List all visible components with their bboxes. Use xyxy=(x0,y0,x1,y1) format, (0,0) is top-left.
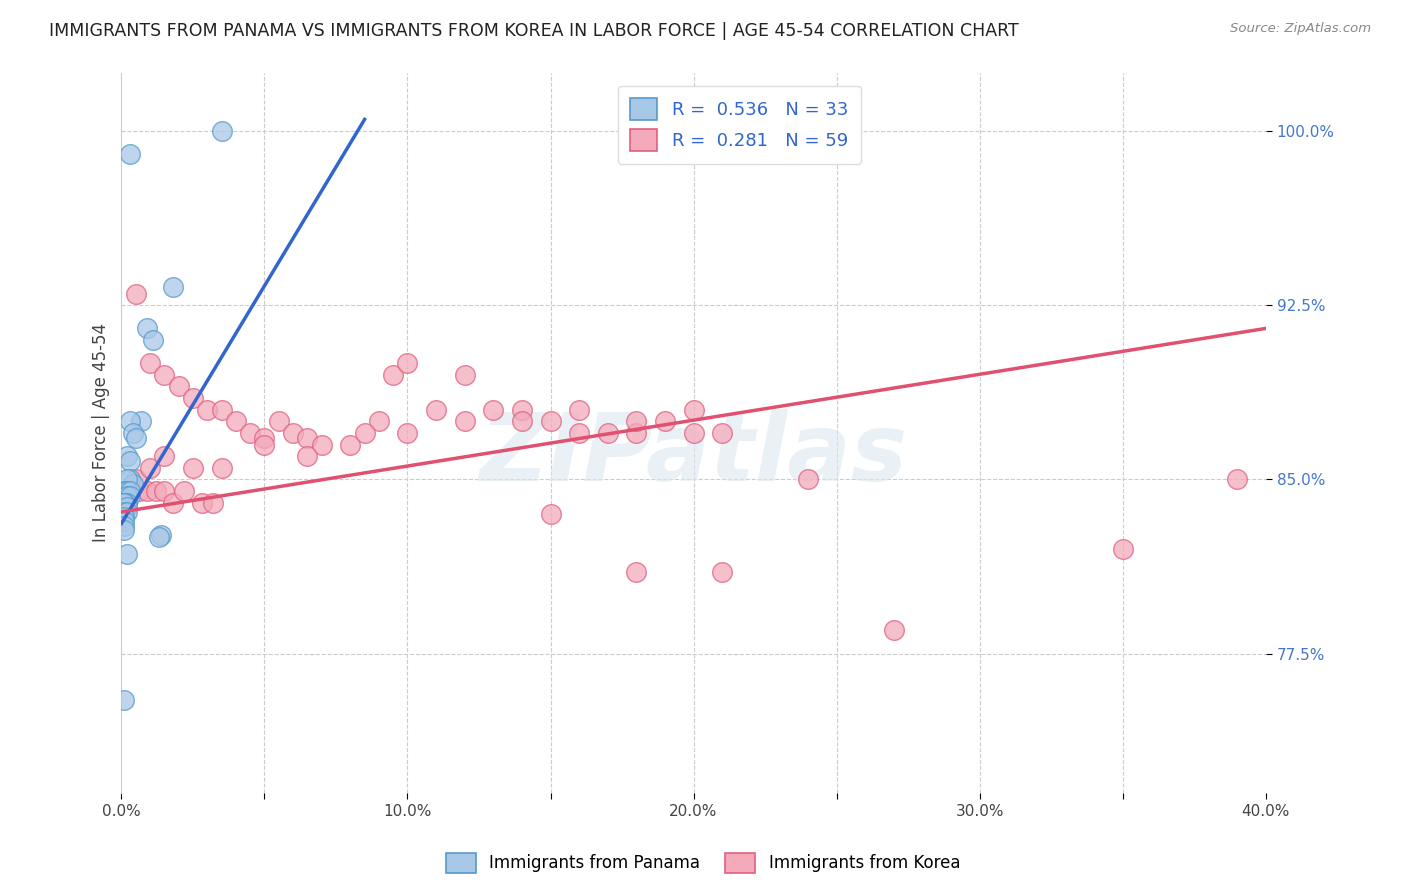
Point xyxy=(153,449,176,463)
Point xyxy=(253,437,276,451)
Point xyxy=(118,489,141,503)
Point xyxy=(115,505,138,519)
Point xyxy=(454,368,477,382)
Point xyxy=(112,524,135,538)
Point xyxy=(115,472,138,486)
Point xyxy=(150,528,173,542)
Point xyxy=(297,449,319,463)
Point xyxy=(211,402,233,417)
Point xyxy=(1226,472,1249,486)
Point xyxy=(115,495,138,509)
Point xyxy=(1111,542,1133,557)
Point xyxy=(167,379,190,393)
Point xyxy=(112,505,135,519)
Point xyxy=(297,431,319,445)
Point xyxy=(883,624,905,638)
Point xyxy=(797,472,820,486)
Point xyxy=(112,495,135,509)
Text: ZIPatlas: ZIPatlas xyxy=(479,409,908,500)
Point xyxy=(112,514,135,528)
Point xyxy=(181,391,204,405)
Point xyxy=(682,425,704,440)
Point xyxy=(339,437,361,451)
Y-axis label: In Labor Force | Age 45-54: In Labor Force | Age 45-54 xyxy=(93,324,110,542)
Text: Source: ZipAtlas.com: Source: ZipAtlas.com xyxy=(1230,22,1371,36)
Point xyxy=(118,472,141,486)
Point xyxy=(239,425,262,440)
Point xyxy=(131,414,153,428)
Point xyxy=(122,425,145,440)
Point xyxy=(396,356,419,370)
Point xyxy=(190,495,212,509)
Point xyxy=(139,356,162,370)
Point xyxy=(173,483,195,498)
Point xyxy=(153,483,176,498)
Point xyxy=(654,414,676,428)
Point xyxy=(122,477,145,491)
Point xyxy=(148,531,170,545)
Point xyxy=(626,566,648,580)
Point xyxy=(626,425,648,440)
Point xyxy=(353,425,375,440)
Point xyxy=(136,483,159,498)
Point xyxy=(225,414,247,428)
Point xyxy=(136,321,159,335)
Point xyxy=(112,519,135,533)
Point xyxy=(510,414,533,428)
Point xyxy=(112,495,135,509)
Point xyxy=(396,425,419,440)
Point xyxy=(568,402,591,417)
Point xyxy=(682,402,704,417)
Point xyxy=(125,431,148,445)
Point xyxy=(267,414,290,428)
Point xyxy=(425,402,447,417)
Point xyxy=(115,483,138,498)
Point xyxy=(596,425,619,440)
Legend: R =  0.536   N = 33, R =  0.281   N = 59: R = 0.536 N = 33, R = 0.281 N = 59 xyxy=(617,86,860,164)
Point xyxy=(142,333,165,347)
Point xyxy=(367,414,389,428)
Point xyxy=(118,483,141,498)
Point xyxy=(115,449,138,463)
Point xyxy=(711,425,734,440)
Point xyxy=(125,286,148,301)
Point xyxy=(115,500,138,515)
Point xyxy=(253,431,276,445)
Point xyxy=(311,437,333,451)
Point xyxy=(145,483,167,498)
Point xyxy=(195,402,218,417)
Point xyxy=(201,495,224,509)
Point xyxy=(482,402,505,417)
Legend: Immigrants from Panama, Immigrants from Korea: Immigrants from Panama, Immigrants from … xyxy=(439,847,967,880)
Point xyxy=(112,693,135,707)
Point xyxy=(118,147,141,161)
Point xyxy=(211,124,233,138)
Point xyxy=(115,547,138,561)
Point xyxy=(382,368,405,382)
Text: IMMIGRANTS FROM PANAMA VS IMMIGRANTS FROM KOREA IN LABOR FORCE | AGE 45-54 CORRE: IMMIGRANTS FROM PANAMA VS IMMIGRANTS FRO… xyxy=(49,22,1019,40)
Point xyxy=(153,368,176,382)
Point xyxy=(128,483,150,498)
Point xyxy=(281,425,304,440)
Point xyxy=(118,414,141,428)
Point xyxy=(510,402,533,417)
Point xyxy=(540,507,562,521)
Point xyxy=(626,414,648,428)
Point xyxy=(540,414,562,428)
Point xyxy=(568,425,591,440)
Point xyxy=(162,279,184,293)
Point xyxy=(115,489,138,503)
Point xyxy=(711,566,734,580)
Point xyxy=(139,460,162,475)
Point xyxy=(112,483,135,498)
Point xyxy=(454,414,477,428)
Point xyxy=(162,495,184,509)
Point xyxy=(112,509,135,524)
Point xyxy=(211,460,233,475)
Point xyxy=(118,454,141,468)
Point xyxy=(118,483,141,498)
Point xyxy=(181,460,204,475)
Point xyxy=(125,472,148,486)
